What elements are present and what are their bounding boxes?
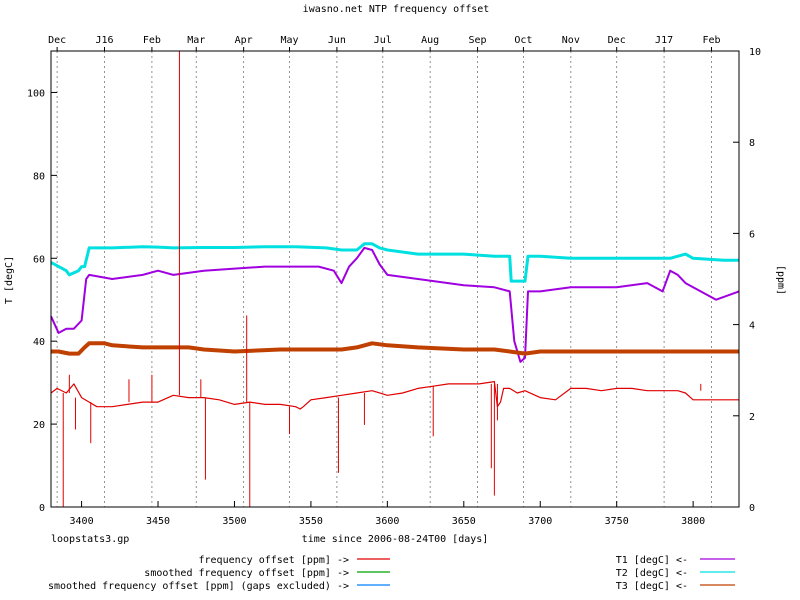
month-tick-label: Dec — [48, 35, 66, 46]
y-right-tick-label: 10 — [749, 47, 761, 58]
plot-frame — [50, 50, 740, 508]
legend-label: frequency offset [ppm] -> — [198, 555, 349, 566]
x-axis-label: time since 2006-08-24T00 [days] — [302, 534, 489, 545]
month-tick-label: Feb — [143, 35, 161, 46]
x-tick-label: 3600 — [375, 516, 399, 527]
x-tick-label: 3400 — [70, 516, 94, 527]
series-3-line — [50, 381, 739, 410]
series-layer — [50, 51, 740, 507]
x-tick-label: 3750 — [605, 516, 629, 527]
y-axis-right-label: [ppm] — [775, 265, 786, 295]
legend-label: T1 [degC] <- — [616, 555, 688, 566]
month-tick-label: Apr — [235, 35, 253, 46]
month-tick-label: Sep — [469, 35, 487, 46]
x-tick-label: 3800 — [681, 516, 705, 527]
month-tick-label: May — [280, 35, 298, 46]
y-left-tick-label: 100 — [27, 88, 45, 99]
y-left-tick-label: 40 — [33, 337, 45, 348]
month-tick-label: Nov — [562, 35, 580, 46]
x-tick-label: 3700 — [528, 516, 552, 527]
y-left-tick-label: 60 — [33, 254, 45, 265]
x-tick-label: 3650 — [452, 516, 476, 527]
script-name-label: loopstats3.gp — [51, 534, 129, 545]
y-axis-left-label: T [degC] — [4, 256, 15, 304]
axes: Dec J16 Feb Mar Apr May Jun Jul Aug Sep Oct Nov Dec J… — [27, 35, 761, 527]
y-right-tick-label: 2 — [749, 412, 755, 423]
month-tick-label: Jun — [328, 35, 346, 46]
y-left-tick-label: 80 — [33, 171, 45, 182]
y-right-tick-label: 8 — [749, 138, 755, 149]
series-2-line — [51, 341, 739, 356]
month-tick-label: J17 — [655, 35, 673, 46]
month-tick-label: J16 — [95, 35, 113, 46]
month-tick-label: Mar — [187, 35, 205, 46]
y-right-tick-label: 6 — [749, 229, 755, 240]
legend-label: T2 [degC] <- — [616, 568, 688, 579]
y-right-tick-label: 4 — [749, 321, 755, 332]
month-gridlines — [56, 51, 712, 507]
legend: frequency offset [ppm] -> smoothed freque… — [48, 555, 735, 592]
legend-label: smoothed frequency offset [ppm] (gaps ex… — [48, 581, 349, 592]
month-tick-label: Feb — [702, 35, 720, 46]
month-tick-label: Jul — [374, 35, 392, 46]
legend-label: T3 [degC] <- — [616, 581, 688, 592]
x-tick-label: 3450 — [146, 516, 170, 527]
y-right-tick-label: 0 — [749, 503, 755, 514]
y-left-tick-label: 0 — [39, 503, 45, 514]
chart-title: iwasno.net NTP frequency offset — [303, 4, 490, 15]
x-tick-label: 3550 — [299, 516, 323, 527]
month-tick-label: Oct — [514, 35, 532, 46]
x-tick-label: 3500 — [222, 516, 246, 527]
month-tick-label: Aug — [421, 35, 439, 46]
legend-label: smoothed frequency offset [ppm] -> — [144, 568, 349, 579]
y-left-tick-label: 20 — [33, 420, 45, 431]
month-tick-label: Dec — [608, 35, 626, 46]
